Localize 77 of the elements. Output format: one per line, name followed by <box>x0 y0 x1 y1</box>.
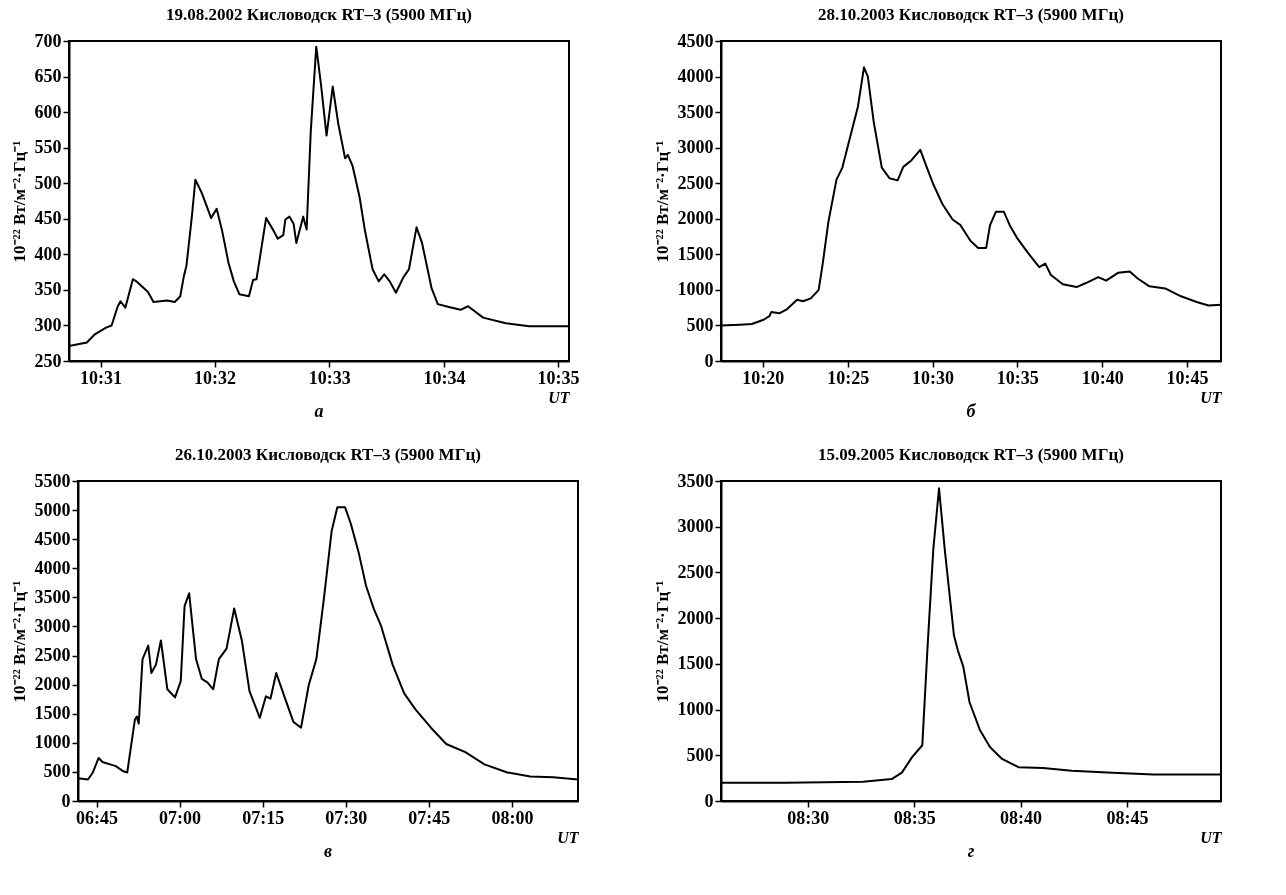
y-tick-label: 1000 <box>34 732 71 753</box>
chart-title: 28.10.2003 Кисловодск RT–3 (5900 МГц) <box>818 5 1124 24</box>
x-tick-label: 10:25 <box>827 367 870 388</box>
y-tick-label: 4000 <box>34 557 71 578</box>
chart-title: 15.09.2005 Кисловодск RT–3 (5900 МГц) <box>818 445 1124 464</box>
y-tick-label: 0 <box>61 790 71 811</box>
y-tick-label: 0 <box>704 790 714 811</box>
y-tick-label: 3000 <box>34 615 71 636</box>
y-tick-label: 2000 <box>34 674 71 695</box>
y-tick-label: 650 <box>34 66 62 87</box>
y-tick-label: 1500 <box>677 653 714 674</box>
y-tick-label: 3500 <box>677 101 714 122</box>
x-tick-label: 10:30 <box>912 367 955 388</box>
y-tick-label: 1500 <box>34 703 71 724</box>
text: г <box>967 841 975 861</box>
y-tick-label: 250 <box>34 350 62 371</box>
y-axis-title: 10⁻²² Вт/м⁻²·Гц⁻¹ <box>9 140 29 263</box>
y-tick-label: 500 <box>34 172 62 193</box>
y-tick-label: 3500 <box>677 470 714 491</box>
y-axis-title: 10⁻²² Вт/м⁻²·Гц⁻¹ <box>652 580 672 703</box>
y-axis-title: 10⁻²² Вт/м⁻²·Гц⁻¹ <box>9 580 29 703</box>
y-tick-label: 2500 <box>677 561 714 582</box>
chart-title: 26.10.2003 Кисловодск RT–3 (5900 МГц) <box>175 445 481 464</box>
x-tick-label: 07:15 <box>242 807 285 828</box>
y-tick-label: 1500 <box>677 243 714 264</box>
y-tick-label: 4000 <box>677 66 714 87</box>
y-tick-label: 450 <box>34 208 62 229</box>
x-tick-label: 10:35 <box>996 367 1039 388</box>
x-axis-title: UT <box>1200 828 1223 846</box>
x-tick-label: 08:30 <box>787 807 830 828</box>
x-tick-label: 10:20 <box>742 367 785 388</box>
x-tick-label: 10:45 <box>1166 367 1209 388</box>
x-axis-title: UT <box>548 388 571 406</box>
y-tick-label: 1000 <box>677 279 714 300</box>
y-axis-title: 10⁻²² Вт/м⁻²·Гц⁻¹ <box>652 140 672 263</box>
text: а <box>314 401 324 421</box>
x-tick-label: 10:31 <box>80 367 123 388</box>
x-tick-label: 10:40 <box>1081 367 1124 388</box>
y-tick-label: 550 <box>34 137 62 158</box>
x-tick-label: 10:35 <box>537 367 580 388</box>
y-tick-label: 3000 <box>677 516 714 537</box>
y-tick-label: 2500 <box>34 645 71 666</box>
x-tick-label: 08:00 <box>491 807 534 828</box>
y-tick-label: 400 <box>34 243 62 264</box>
x-tick-label: 10:34 <box>423 367 466 388</box>
y-tick-label: 300 <box>34 314 62 335</box>
y-tick-label: 3500 <box>34 586 71 607</box>
y-tick-label: 500 <box>43 761 71 782</box>
y-tick-label: 4500 <box>34 528 71 549</box>
y-tick-label: 5500 <box>34 470 71 491</box>
x-tick-label: 08:45 <box>1106 807 1149 828</box>
text: в <box>323 841 333 861</box>
x-tick-label: 08:35 <box>893 807 936 828</box>
y-tick-label: 5000 <box>34 499 71 520</box>
x-tick-label: 10:32 <box>194 367 237 388</box>
x-tick-label: 08:40 <box>1000 807 1043 828</box>
y-tick-label: 2000 <box>677 607 714 628</box>
y-tick-label: 0 <box>704 350 714 371</box>
y-tick-label: 700 <box>34 30 62 51</box>
x-tick-label: 06:45 <box>76 807 119 828</box>
y-tick-label: 500 <box>686 744 714 765</box>
y-tick-label: 1000 <box>677 699 714 720</box>
y-tick-label: 4500 <box>677 30 714 51</box>
x-tick-label: 10:33 <box>308 367 351 388</box>
x-axis-title: UT <box>557 828 580 846</box>
y-tick-label: 2000 <box>677 208 714 229</box>
x-tick-label: 07:00 <box>159 807 202 828</box>
y-tick-label: 350 <box>34 279 62 300</box>
text: б <box>966 401 977 421</box>
y-tick-label: 3000 <box>677 137 714 158</box>
y-tick-label: 2500 <box>677 172 714 193</box>
x-tick-label: 07:45 <box>408 807 451 828</box>
y-tick-label: 600 <box>34 101 62 122</box>
x-tick-label: 07:30 <box>325 807 368 828</box>
chart-title: 19.08.2002 Кисловодск RT–3 (5900 МГц) <box>166 5 472 24</box>
y-tick-label: 500 <box>686 314 714 335</box>
x-axis-title: UT <box>1200 388 1223 406</box>
